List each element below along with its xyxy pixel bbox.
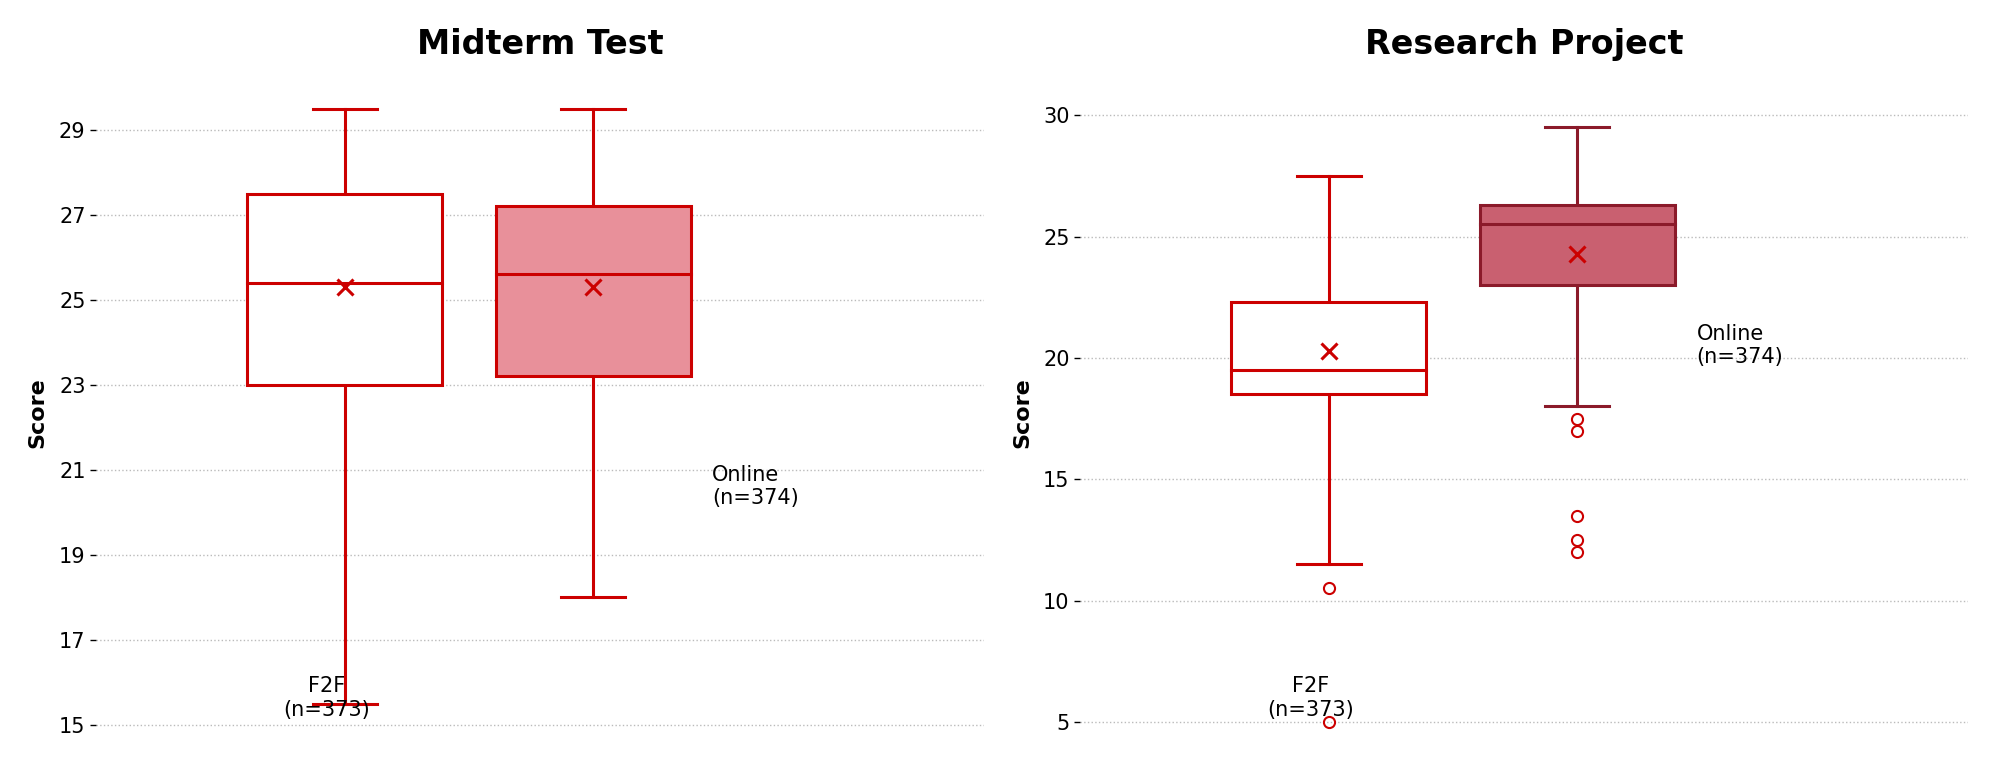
Text: F2F
(n=373): F2F (n=373) [1267,676,1355,720]
Text: Online
(n=374): Online (n=374) [1697,324,1782,368]
FancyBboxPatch shape [248,194,443,385]
Y-axis label: Score: Score [1012,377,1032,448]
FancyBboxPatch shape [495,207,691,376]
FancyBboxPatch shape [1232,302,1427,394]
Text: Online
(n=374): Online (n=374) [713,465,798,509]
Title: Midterm Test: Midterm Test [417,28,663,61]
Text: F2F
(n=373): F2F (n=373) [283,676,369,720]
Title: Research Project: Research Project [1365,28,1683,61]
Y-axis label: Score: Score [28,377,48,448]
FancyBboxPatch shape [1479,205,1675,285]
